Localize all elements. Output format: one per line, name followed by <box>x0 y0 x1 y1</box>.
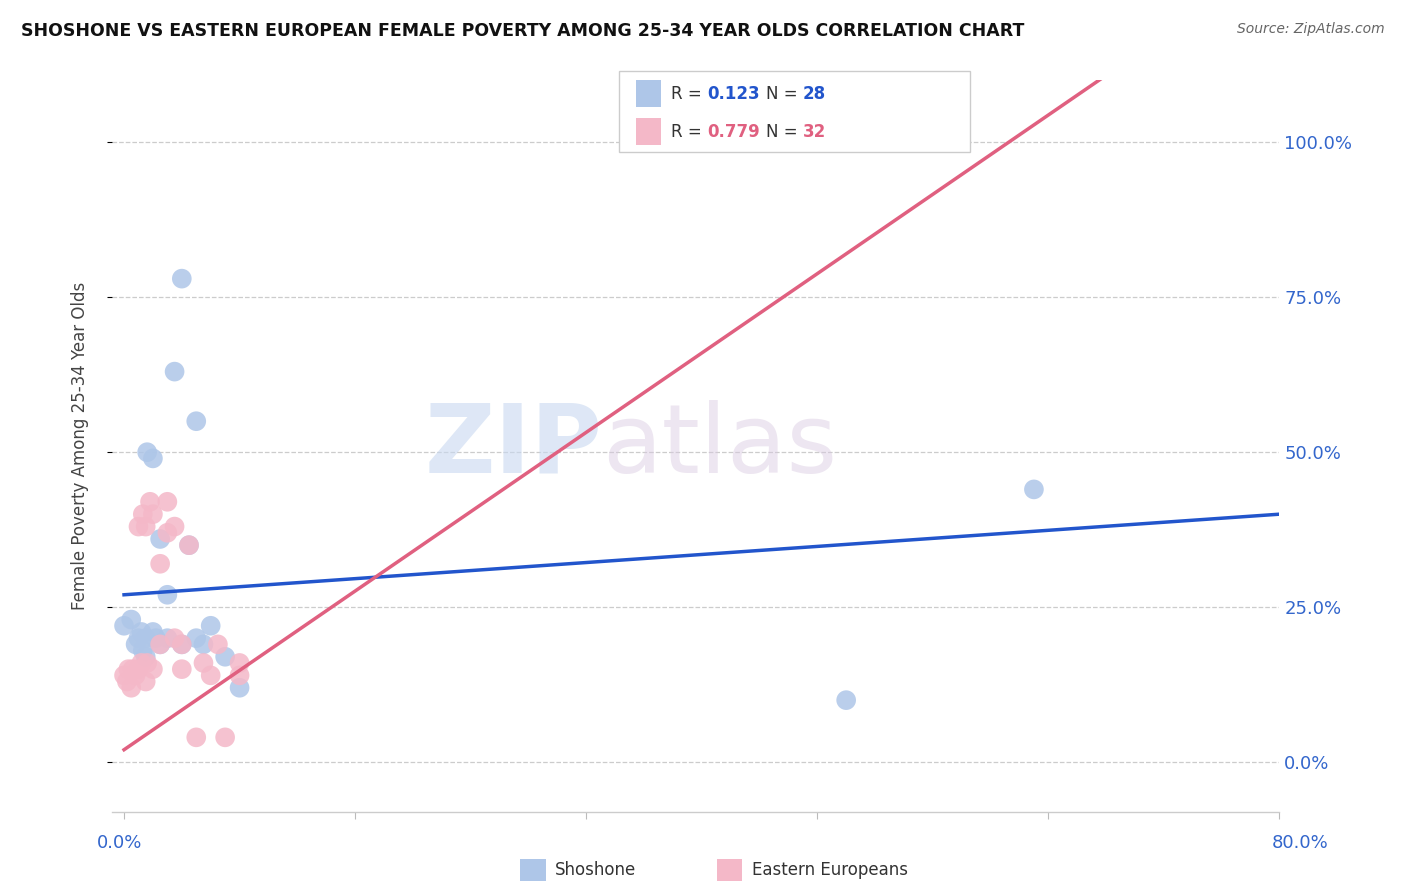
Point <box>200 668 222 682</box>
Text: SHOSHONE VS EASTERN EUROPEAN FEMALE POVERTY AMONG 25-34 YEAR OLDS CORRELATION CH: SHOSHONE VS EASTERN EUROPEAN FEMALE POVE… <box>21 22 1025 40</box>
Point <box>156 525 179 540</box>
Point <box>145 631 167 645</box>
Point <box>156 495 179 509</box>
Text: Shoshone: Shoshone <box>555 861 637 879</box>
Point <box>115 674 138 689</box>
Point <box>177 538 200 552</box>
Point <box>1022 483 1045 497</box>
Point <box>207 637 229 651</box>
Point <box>156 631 179 645</box>
Point <box>200 619 222 633</box>
Point <box>135 649 157 664</box>
Text: 32: 32 <box>803 122 827 141</box>
Point <box>228 668 250 682</box>
Y-axis label: Female Poverty Among 25-34 Year Olds: Female Poverty Among 25-34 Year Olds <box>70 282 89 610</box>
Point <box>228 656 250 670</box>
Point <box>139 495 162 509</box>
Text: R =: R = <box>671 122 707 141</box>
Text: R =: R = <box>671 85 707 103</box>
Point <box>214 649 236 664</box>
Point <box>131 656 153 670</box>
Point <box>193 656 215 670</box>
Text: 0.779: 0.779 <box>707 122 761 141</box>
Point <box>124 637 146 651</box>
Point <box>142 507 165 521</box>
Point <box>117 662 139 676</box>
Point <box>112 668 135 682</box>
Point <box>163 365 186 379</box>
Point <box>135 631 157 645</box>
Point <box>124 668 146 682</box>
Point <box>186 631 208 645</box>
Point <box>132 643 155 657</box>
Point <box>135 674 157 689</box>
Point <box>170 637 193 651</box>
Point <box>163 631 186 645</box>
Text: atlas: atlas <box>603 400 838 492</box>
Point <box>186 731 208 745</box>
Point <box>170 662 193 676</box>
Text: 80.0%: 80.0% <box>1272 834 1329 852</box>
Point <box>112 619 135 633</box>
Text: 28: 28 <box>803 85 825 103</box>
Text: Source: ZipAtlas.com: Source: ZipAtlas.com <box>1237 22 1385 37</box>
Text: Eastern Europeans: Eastern Europeans <box>752 861 908 879</box>
Point <box>149 532 172 546</box>
Point <box>136 445 159 459</box>
Point <box>132 507 155 521</box>
Point <box>186 414 208 428</box>
Point <box>193 637 215 651</box>
Text: N =: N = <box>766 122 803 141</box>
Point <box>228 681 250 695</box>
Text: N =: N = <box>766 85 803 103</box>
Point <box>121 662 143 676</box>
Point <box>142 624 165 639</box>
Point <box>149 557 172 571</box>
Text: 0.123: 0.123 <box>707 85 759 103</box>
Point <box>142 662 165 676</box>
Point <box>170 637 193 651</box>
Point <box>177 538 200 552</box>
Point <box>131 624 153 639</box>
Point <box>163 519 186 533</box>
Point <box>835 693 858 707</box>
Point <box>156 588 179 602</box>
Text: ZIP: ZIP <box>425 400 603 492</box>
Point <box>214 731 236 745</box>
Point <box>170 271 193 285</box>
Text: 0.0%: 0.0% <box>97 834 142 852</box>
Point <box>136 656 159 670</box>
Point <box>127 662 149 676</box>
Point <box>135 519 157 533</box>
Point <box>149 637 172 651</box>
Point <box>149 637 172 651</box>
Point <box>127 519 149 533</box>
Point <box>142 451 165 466</box>
Point <box>120 681 142 695</box>
Point <box>127 631 149 645</box>
Point <box>120 613 142 627</box>
